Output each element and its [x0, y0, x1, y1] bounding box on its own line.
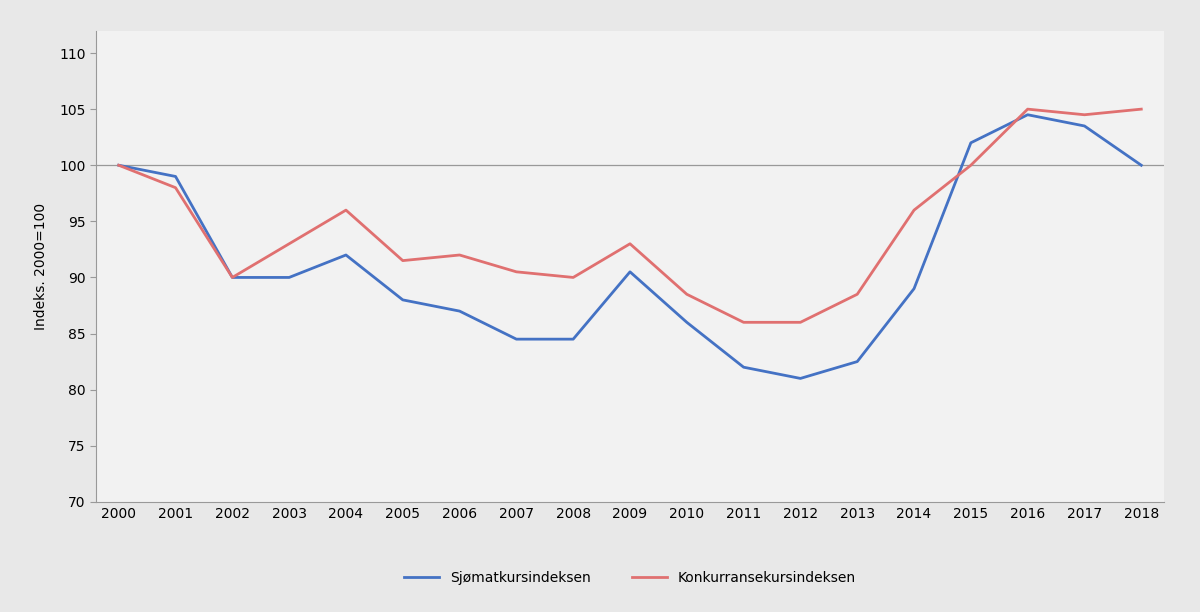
Sjømatkursindeksen	[1020, 111, 1034, 119]
Sjømatkursindeksen	[226, 274, 240, 281]
Sjømatkursindeksen	[907, 285, 922, 293]
Konkurransekursindeksen	[623, 240, 637, 247]
Konkurransekursindeksen	[1078, 111, 1092, 119]
Legend: Sjømatkursindeksen, Konkurransekursindeksen: Sjømatkursindeksen, Konkurransekursindek…	[398, 565, 862, 591]
Konkurransekursindeksen	[1134, 105, 1148, 113]
Sjømatkursindeksen	[679, 319, 694, 326]
Konkurransekursindeksen	[396, 257, 410, 264]
Sjømatkursindeksen	[1134, 162, 1148, 169]
Konkurransekursindeksen	[168, 184, 182, 192]
Sjømatkursindeksen	[396, 296, 410, 304]
Sjømatkursindeksen	[850, 358, 864, 365]
Konkurransekursindeksen	[679, 291, 694, 298]
Konkurransekursindeksen	[226, 274, 240, 281]
Line: Konkurransekursindeksen: Konkurransekursindeksen	[119, 109, 1141, 323]
Konkurransekursindeksen	[338, 206, 353, 214]
Y-axis label: Indeks. 2000=100: Indeks. 2000=100	[34, 203, 48, 330]
Konkurransekursindeksen	[850, 291, 864, 298]
Sjømatkursindeksen	[168, 173, 182, 180]
Sjømatkursindeksen	[112, 162, 126, 169]
Sjømatkursindeksen	[964, 139, 978, 146]
Konkurransekursindeksen	[509, 268, 523, 275]
Sjømatkursindeksen	[1078, 122, 1092, 130]
Sjømatkursindeksen	[509, 335, 523, 343]
Konkurransekursindeksen	[907, 206, 922, 214]
Sjømatkursindeksen	[282, 274, 296, 281]
Konkurransekursindeksen	[964, 162, 978, 169]
Sjømatkursindeksen	[737, 364, 751, 371]
Sjømatkursindeksen	[452, 307, 467, 315]
Konkurransekursindeksen	[452, 252, 467, 259]
Sjømatkursindeksen	[623, 268, 637, 275]
Sjømatkursindeksen	[566, 335, 581, 343]
Konkurransekursindeksen	[793, 319, 808, 326]
Konkurransekursindeksen	[282, 240, 296, 247]
Sjømatkursindeksen	[338, 252, 353, 259]
Konkurransekursindeksen	[566, 274, 581, 281]
Konkurransekursindeksen	[112, 162, 126, 169]
Sjømatkursindeksen	[793, 375, 808, 382]
Line: Sjømatkursindeksen: Sjømatkursindeksen	[119, 115, 1141, 378]
Konkurransekursindeksen	[1020, 105, 1034, 113]
Konkurransekursindeksen	[737, 319, 751, 326]
